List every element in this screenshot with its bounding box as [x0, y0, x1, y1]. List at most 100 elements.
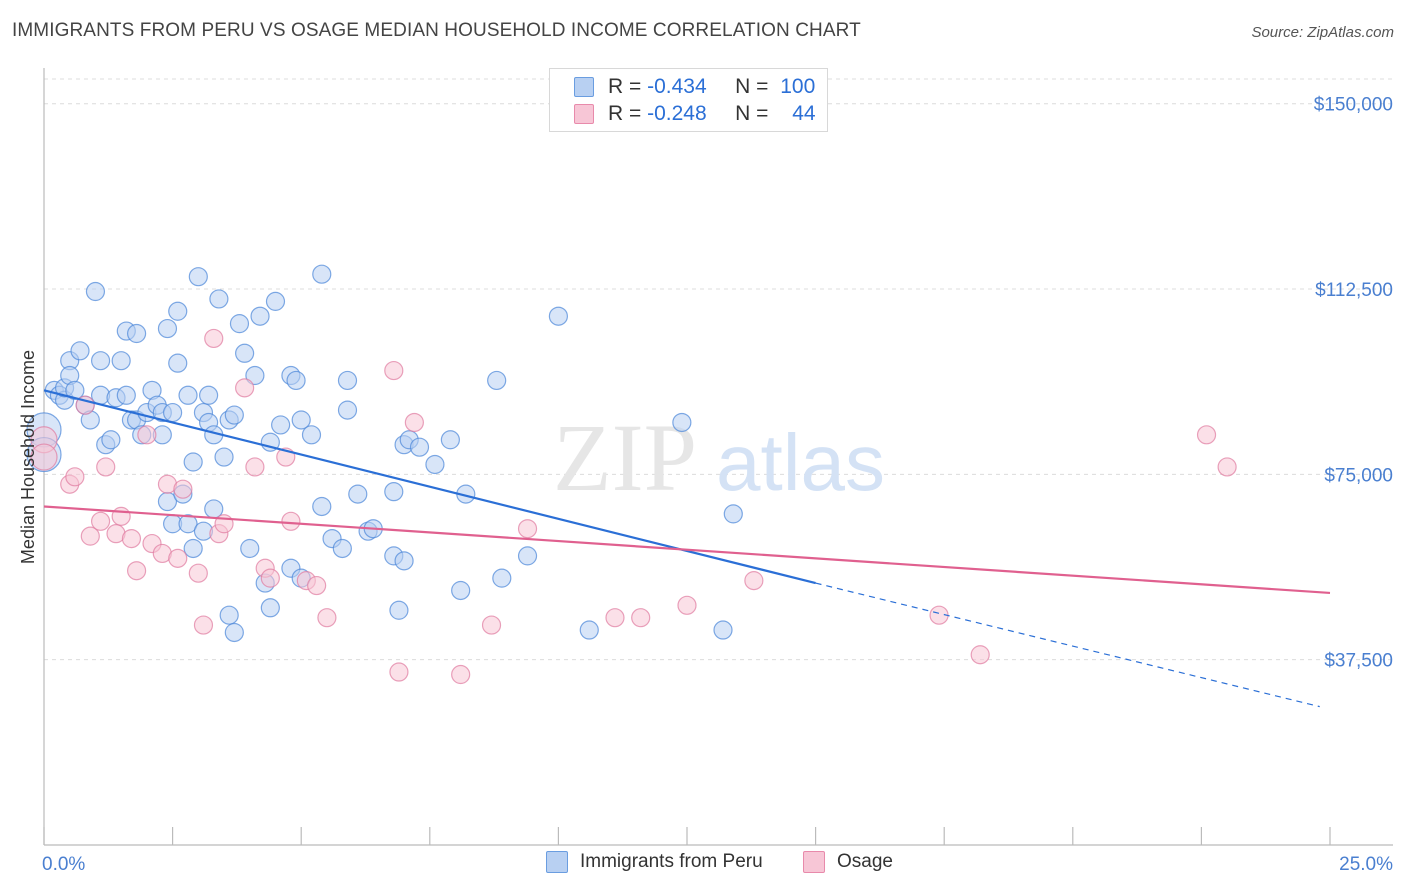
- peru-point: [286, 370, 306, 391]
- trendline-peru-extrapolated: [815, 582, 1320, 708]
- x-tick-label-min: 0.0%: [42, 854, 85, 875]
- peru-point: [209, 289, 229, 309]
- peru-point: [70, 341, 90, 361]
- osage-point: [245, 457, 265, 477]
- osage-point: [260, 568, 280, 588]
- osage-point: [481, 615, 502, 635]
- peru-point: [111, 351, 131, 371]
- watermark-atlas: atlas: [716, 418, 885, 507]
- legend-n-label: N =: [735, 75, 775, 98]
- legend-r-label: R =: [608, 102, 648, 125]
- osage-point: [744, 571, 764, 591]
- peru-point: [337, 400, 358, 420]
- osage-point: [281, 511, 301, 531]
- peru-point: [440, 430, 460, 450]
- peru-point: [337, 370, 358, 391]
- bottom-legend-label-osage: Osage: [837, 851, 893, 872]
- osage-point: [65, 467, 85, 487]
- peru-point: [384, 482, 404, 502]
- peru-point: [101, 430, 121, 450]
- legend-swatch-peru: [574, 77, 594, 97]
- peru-point: [291, 410, 311, 430]
- peru-point: [224, 622, 244, 643]
- peru-point: [85, 281, 106, 302]
- osage-point: [126, 561, 147, 581]
- gridlines: [44, 78, 1395, 661]
- legend-row-osage: R = -0.248 N = 44: [574, 101, 816, 127]
- correlation-legend: R = -0.434 N = 100 R = -0.248 N = 44: [549, 68, 828, 132]
- osage-point: [90, 511, 111, 531]
- chart-title: IMMIGRANTS FROM PERU VS OSAGE MEDIAN HOU…: [12, 20, 861, 41]
- peru-point: [389, 600, 409, 620]
- peru-point: [425, 454, 445, 475]
- peru-point: [451, 580, 471, 601]
- peru-point: [116, 385, 136, 405]
- osage-point: [631, 608, 651, 628]
- osage-point: [404, 412, 424, 433]
- osage-point: [137, 425, 157, 445]
- osage-point: [204, 328, 224, 349]
- legend-r-value: -0.248: [647, 102, 707, 125]
- peru-point: [260, 598, 280, 618]
- legend-n-value: 44: [792, 102, 816, 125]
- osage-point: [605, 608, 625, 628]
- bottom-legend-swatch-peru: [546, 851, 568, 873]
- peru-point: [224, 405, 244, 425]
- peru-point: [487, 370, 507, 391]
- peru-point: [271, 415, 291, 435]
- peru-point: [250, 306, 270, 326]
- peru-point: [178, 385, 198, 405]
- peru-point: [409, 437, 430, 457]
- osage-point: [121, 528, 142, 549]
- y-axis-label: Median Household Income: [18, 350, 38, 564]
- peru-point: [579, 620, 599, 640]
- peru-point: [548, 306, 569, 326]
- peru-point: [312, 264, 332, 284]
- peru-point: [214, 447, 234, 467]
- osage-point: [389, 662, 409, 682]
- source-label: Source: ZipAtlas.com: [1251, 24, 1394, 41]
- osage-point: [235, 378, 255, 398]
- osage-point: [307, 575, 327, 596]
- series-osage: [30, 328, 1237, 685]
- x-tick-label-max: 25.0%: [1339, 854, 1393, 875]
- peru-point: [219, 605, 239, 625]
- peru-point: [126, 323, 147, 344]
- peru-point: [713, 620, 733, 640]
- peru-point: [163, 402, 183, 423]
- osage-point: [188, 563, 208, 583]
- osage-point: [96, 457, 116, 477]
- peru-point: [394, 551, 414, 571]
- peru-point: [723, 504, 743, 524]
- peru-point: [301, 425, 322, 445]
- y-tick-label: $112,500: [1315, 280, 1393, 301]
- legend-n-label: N =: [735, 102, 775, 125]
- peru-point: [90, 351, 111, 371]
- osage-point: [30, 443, 58, 471]
- trendline-osage: [43, 505, 1331, 595]
- osage-point: [1196, 425, 1217, 445]
- peru-point: [312, 496, 332, 517]
- peru-point: [178, 514, 198, 534]
- legend-r-label: R =: [608, 75, 648, 98]
- osage-point: [193, 615, 214, 635]
- peru-point: [188, 267, 208, 287]
- osage-point: [317, 608, 337, 628]
- osage-point: [517, 519, 538, 539]
- osage-point: [970, 645, 990, 665]
- y-tick-labels: $37,500 $75,000 $112,500 $150,000: [1314, 95, 1393, 672]
- osage-point: [111, 506, 131, 526]
- y-tick-label: $37,500: [1324, 651, 1393, 672]
- legend-swatch-osage: [574, 104, 594, 124]
- osage-point: [168, 548, 188, 568]
- legend-r-value: -0.434: [647, 75, 707, 98]
- y-tick-label: $75,000: [1324, 465, 1393, 486]
- trendlines: [43, 389, 1331, 708]
- trendline-peru: [43, 389, 816, 585]
- bottom-legend-swatch-osage: [803, 851, 825, 873]
- peru-point: [168, 301, 188, 321]
- peru-point: [183, 452, 203, 472]
- peru-point: [199, 385, 219, 405]
- peru-point: [235, 343, 255, 363]
